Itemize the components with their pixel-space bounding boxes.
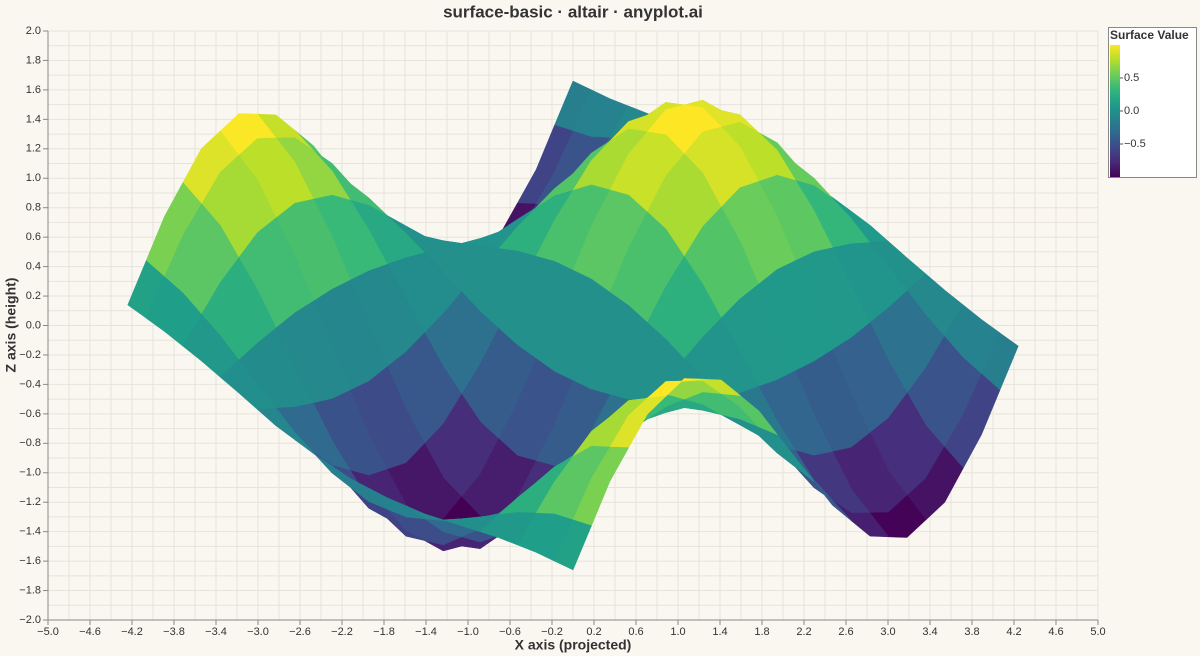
y-tick-label: −0.2: [19, 349, 41, 361]
y-tick-label: 0.4: [26, 261, 41, 273]
y-tick-label: −0.4: [19, 378, 41, 390]
axes: −5.0 −4.6 −4.2 −3.8 −3.4 −3.0 −2.6 −2.2 −1.8 −1.4…: [19, 25, 1105, 638]
y-tick-label: 0.0: [26, 319, 41, 331]
colorbar-tick-label: −0.5: [1124, 138, 1146, 150]
y-tick-label: −1.4: [19, 526, 41, 538]
x-tick-label: 3.8: [964, 626, 979, 638]
y-tick-label: 1.6: [26, 84, 41, 96]
x-tick-label: 2.6: [838, 626, 853, 638]
y-tick-label: 1.8: [26, 54, 41, 66]
x-tick-label: −0.6: [499, 626, 521, 638]
x-tick-label: −4.2: [121, 626, 143, 638]
colorbar-tick-label: 0.0: [1124, 105, 1139, 117]
y-tick-label: 2.0: [26, 25, 41, 37]
x-tick-label: −4.6: [79, 626, 101, 638]
x-tick-label: −2.6: [289, 626, 311, 638]
x-tick-label: 1.8: [754, 626, 769, 638]
y-tick-label: 1.2: [26, 143, 41, 155]
colorbar-tick-label: 0.5: [1124, 72, 1139, 84]
x-tick-label: 0.6: [628, 626, 643, 638]
y-tick-label: 0.6: [26, 231, 41, 243]
x-tick-label: −1.4: [415, 626, 437, 638]
x-tick-label: 0.2: [586, 626, 601, 638]
x-tick-label: 3.0: [880, 626, 895, 638]
x-tick-label: −3.8: [163, 626, 185, 638]
x-tick-label: −1.0: [457, 626, 479, 638]
y-tick-label: −0.8: [19, 437, 41, 449]
x-tick-label: 4.6: [1048, 626, 1063, 638]
x-tick-label: 3.4: [922, 626, 937, 638]
x-tick-label: −5.0: [37, 626, 59, 638]
surface-cell: [554, 519, 592, 571]
legend-box: [1108, 27, 1197, 178]
y-tick-label: 0.8: [26, 202, 41, 214]
y-axis-title: Z axis (height): [3, 278, 19, 373]
x-tick-label: 2.2: [796, 626, 811, 638]
y-tick-label: 1.4: [26, 113, 41, 125]
y-tick-label: −1.2: [19, 496, 41, 508]
chart-title: surface-basic · altair · anyplot.ai: [443, 2, 703, 21]
y-tick-label: −1.0: [19, 467, 41, 479]
y-tick-label: 1.0: [26, 172, 41, 184]
x-axis-title: X axis (projected): [515, 637, 632, 653]
y-tick-label: −2.0: [19, 614, 41, 626]
legend-title: Surface Value: [1110, 28, 1189, 42]
y-tick-label: −1.6: [19, 555, 41, 567]
surface: [127, 80, 1019, 571]
x-tick-label: −1.8: [373, 626, 395, 638]
colorbar: [1110, 45, 1120, 177]
x-tick-label: 5.0: [1090, 626, 1105, 638]
y-tick-label: 0.2: [26, 290, 41, 302]
x-tick-label: −3.0: [247, 626, 269, 638]
x-tick-label: 4.2: [1006, 626, 1021, 638]
x-tick-label: −2.2: [331, 626, 353, 638]
x-tick-label: −0.2: [541, 626, 563, 638]
x-tick-label: −3.4: [205, 626, 227, 638]
x-tick-label: 1.0: [670, 626, 685, 638]
x-tick-label: 1.4: [712, 626, 727, 638]
y-tick-label: −1.8: [19, 584, 41, 596]
y-tick-label: −0.6: [19, 408, 41, 420]
